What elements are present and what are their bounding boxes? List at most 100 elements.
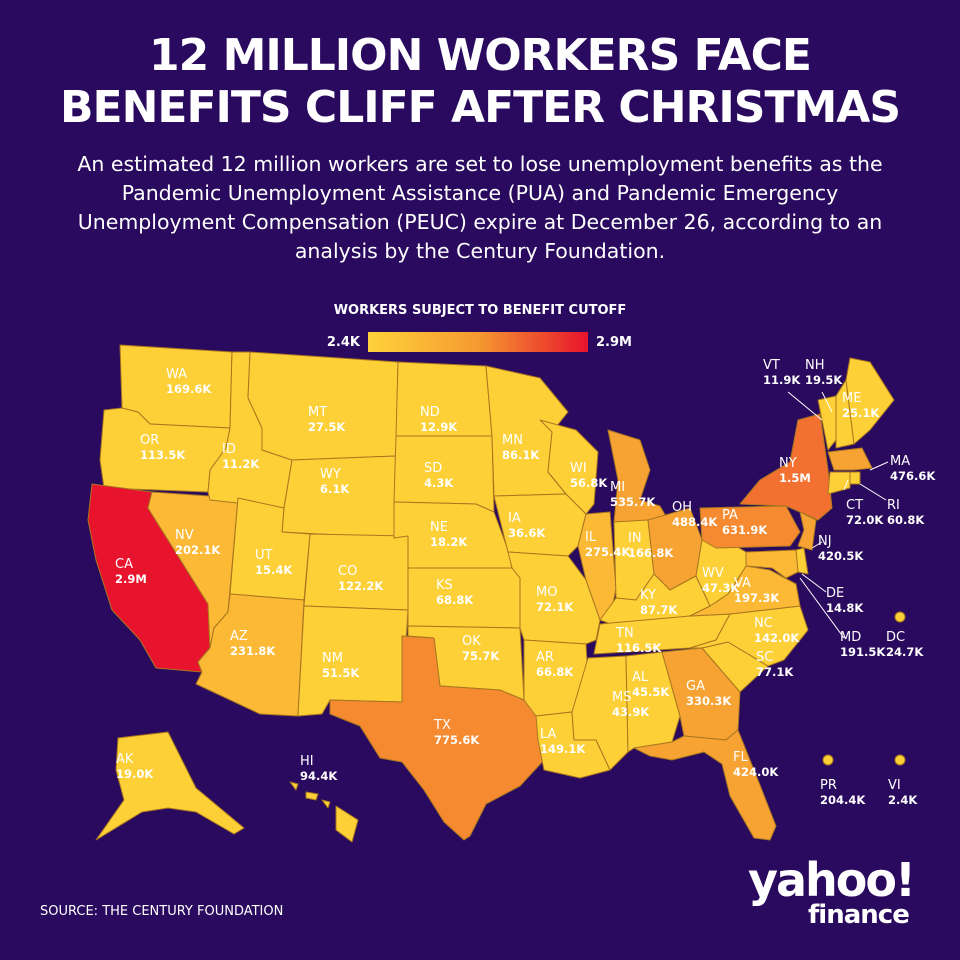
state-abbr: OK <box>462 634 481 649</box>
state-label-il: IL 275.4K <box>585 530 630 560</box>
state-label-sd: SD 4.3K <box>424 461 453 491</box>
state-abbr: ME <box>842 391 862 406</box>
state-value: 72.1K <box>536 600 574 614</box>
state-abbr: IL <box>585 530 597 545</box>
state-value: 15.4K <box>255 563 293 577</box>
state-abbr: AZ <box>230 629 248 644</box>
state-label-de: DE 14.8K <box>826 586 863 616</box>
state-label-mi: MI 535.7K <box>610 480 655 510</box>
state-abbr: DC <box>886 630 906 645</box>
state-value: 19.0K <box>116 767 154 781</box>
state-abbr: VI <box>888 778 901 793</box>
state-abbr: PR <box>820 778 837 793</box>
state-hi <box>289 781 359 843</box>
state-value: 75.7K <box>462 649 500 663</box>
state-label-ny: NY 1.5M <box>779 456 811 486</box>
state-abbr: NV <box>175 528 194 543</box>
state-value: 191.5K <box>840 645 886 659</box>
state-value: 19.5K <box>805 373 843 387</box>
state-value: 202.1K <box>175 543 221 557</box>
state-label-mn: MN 86.1K <box>502 433 539 463</box>
state-label-md: MD 191.5K <box>840 630 885 660</box>
title-line-1: 12 MILLION WORKERS FACE <box>149 30 812 81</box>
state-label-nv: NV 202.1K <box>175 528 220 558</box>
state-abbr: MI <box>610 480 626 495</box>
state-value: 45.5K <box>632 685 670 699</box>
state-abbr: GA <box>686 679 705 694</box>
state-label-ga: GA 330.3K <box>686 679 731 709</box>
yahoo-finance-logo: yahoo! finance <box>748 857 916 930</box>
logo-finance: finance <box>808 900 910 930</box>
state-value: 27.5K <box>308 420 346 434</box>
state-abbr: OR <box>140 433 160 448</box>
state-tx <box>329 635 545 841</box>
state-abbr: KS <box>436 578 453 593</box>
state-abbr: OH <box>672 500 693 515</box>
state-value: 275.4K <box>585 545 631 559</box>
state-value: 60.8K <box>887 513 925 527</box>
state-label-tn: TN 116.5K <box>616 626 661 656</box>
state-value: 24.7K <box>886 645 924 659</box>
state-abbr: ID <box>222 442 236 457</box>
state-label-ut: UT 15.4K <box>255 548 292 578</box>
state-abbr: PA <box>722 508 738 523</box>
state-label-id: ID 11.2K <box>222 442 259 472</box>
state-label-nj: NJ 420.5K <box>818 534 863 564</box>
state-label-nd: ND 12.9K <box>420 405 457 435</box>
state-value: 424.0K <box>733 765 779 779</box>
state-value: 231.8K <box>230 644 276 658</box>
state-value: 535.7K <box>610 495 656 509</box>
state-label-dc: DC 24.7K <box>886 630 923 660</box>
state-label-vt: VT 11.9K <box>763 358 800 388</box>
state-abbr: RI <box>887 498 900 513</box>
state-label-co: CO 122.2K <box>338 564 383 594</box>
leader-line <box>787 391 823 421</box>
state-md <box>745 549 799 579</box>
state-value: 1.5M <box>779 471 811 485</box>
state-label-wv: WV 47.3K <box>702 566 739 596</box>
state-label-al: AL 45.5K <box>632 670 669 700</box>
state-value: 2.9M <box>115 572 147 586</box>
state-value: 116.5K <box>616 641 662 655</box>
state-abbr: KY <box>640 588 657 603</box>
state-abbr: MN <box>502 433 523 448</box>
state-label-me: ME 25.1K <box>842 391 879 421</box>
state-value: 94.4K <box>300 769 338 783</box>
page-title: 12 MILLION WORKERS FACE BENEFITS CLIFF A… <box>0 30 960 134</box>
state-abbr: NM <box>322 651 343 666</box>
state-value: 12.9K <box>420 420 458 434</box>
state-me <box>845 357 895 445</box>
state-label-ok: OK 75.7K <box>462 634 499 664</box>
state-value: 631.9K <box>722 523 768 537</box>
legend-color-bar <box>368 332 588 352</box>
state-abbr: CO <box>338 564 358 579</box>
state-label-oh: OH 488.4K <box>672 500 717 530</box>
state-abbr: UT <box>255 548 273 563</box>
state-abbr: IN <box>628 531 642 546</box>
state-abbr: WY <box>320 467 341 482</box>
state-label-ct: CT 72.0K <box>846 498 883 528</box>
state-value: 66.8K <box>536 665 574 679</box>
state-label-ms: MS 43.9K <box>612 690 649 720</box>
state-abbr: CT <box>846 498 864 513</box>
state-value: 122.2K <box>338 579 384 593</box>
state-value: 72.0K <box>846 513 884 527</box>
state-value: 166.8K <box>628 546 674 560</box>
state-abbr: WA <box>166 367 188 382</box>
state-value: 43.9K <box>612 705 650 719</box>
state-value: 113.5K <box>140 448 186 462</box>
state-label-wi: WI 56.8K <box>570 461 607 491</box>
state-value: 86.1K <box>502 448 540 462</box>
title-line-2: BENEFITS CLIFF AFTER CHRISTMAS <box>59 82 901 133</box>
state-abbr: NC <box>754 616 773 631</box>
state-abbr: VA <box>734 576 751 591</box>
state-mi <box>607 429 669 523</box>
state-ri <box>849 471 861 485</box>
state-value: 488.4K <box>672 515 718 529</box>
state-abbr: SD <box>424 461 443 476</box>
state-label-la: LA 149.1K <box>540 727 585 757</box>
state-label-ky: KY 87.7K <box>640 588 677 618</box>
state-label-mo: MO 72.1K <box>536 585 573 615</box>
state-label-pa: PA 631.9K <box>722 508 767 538</box>
state-ak <box>95 731 245 841</box>
